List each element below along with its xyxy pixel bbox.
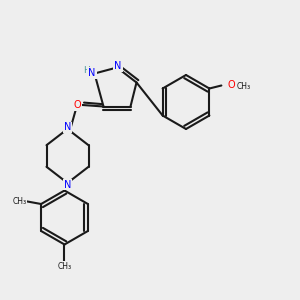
Text: O: O xyxy=(227,80,235,90)
Text: N: N xyxy=(88,68,96,78)
Text: H: H xyxy=(84,66,90,75)
Text: N: N xyxy=(64,179,71,190)
Text: CH₃: CH₃ xyxy=(12,196,26,206)
Text: CH₃: CH₃ xyxy=(236,82,250,91)
Text: CH₃: CH₃ xyxy=(57,262,72,271)
Text: N: N xyxy=(64,122,71,133)
Text: N: N xyxy=(114,61,122,71)
Text: O: O xyxy=(73,100,81,110)
